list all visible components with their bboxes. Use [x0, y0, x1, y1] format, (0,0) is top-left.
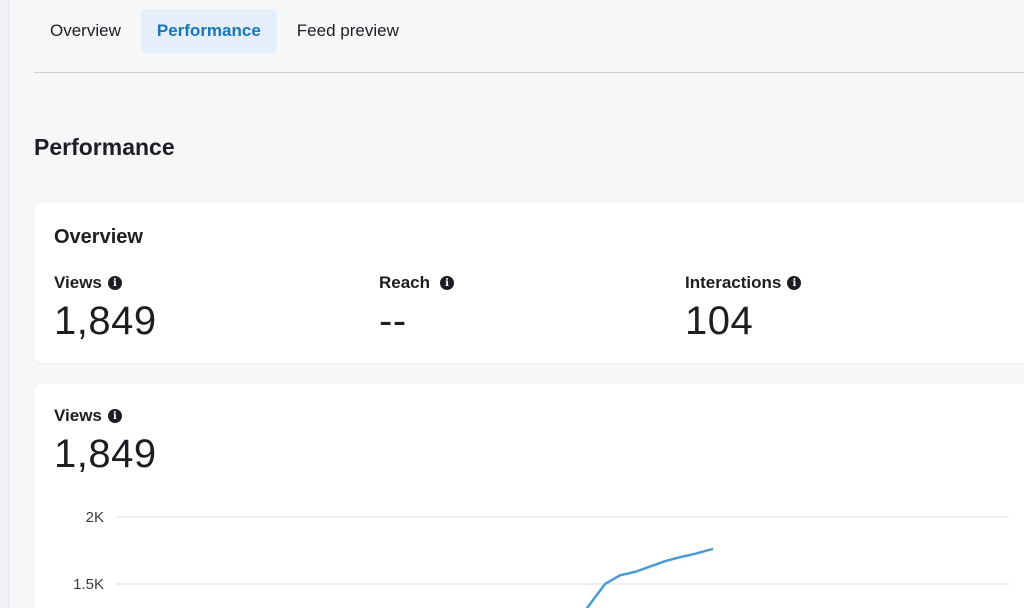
metric-label-text: Views: [54, 406, 102, 425]
chart-series: [585, 547, 714, 608]
tab-bar: Overview Performance Feed preview: [34, 9, 419, 53]
metric-views: Views i 1,849: [54, 271, 157, 344]
section-title: Performance: [34, 134, 175, 160]
overview-card: Overview Views i 1,849 Reach i -- Intera…: [34, 203, 1024, 363]
metric-label-text: Views: [54, 273, 102, 292]
metric-value: --: [379, 299, 407, 343]
overview-card-title: Overview: [54, 226, 143, 248]
info-icon[interactable]: i: [787, 276, 802, 290]
left-sidebar-edge: [0, 0, 9, 608]
metric-label: Reach i: [379, 271, 455, 295]
tab-performance[interactable]: Performance: [140, 9, 277, 53]
metric-value: 1,849: [54, 432, 157, 476]
metric-reach: Reach i --: [379, 271, 455, 344]
metric-interactions: Interactions i 104: [685, 271, 802, 344]
metric-value: 104: [685, 299, 754, 343]
y-tick-label: 1.5K: [73, 576, 104, 593]
info-icon[interactable]: i: [107, 409, 122, 423]
metric-value: 1,849: [54, 299, 157, 343]
metric-label-text: Interactions: [685, 273, 782, 292]
tab-overview[interactable]: Overview: [50, 21, 121, 40]
metric-label: Views i: [54, 271, 157, 295]
chart-y-ticks: 2K 1.5K: [73, 509, 104, 593]
y-tick-label: 2K: [86, 509, 104, 526]
metric-label-text: Reach: [379, 273, 431, 292]
chart-grid: [116, 516, 1009, 585]
tab-divider: [34, 72, 1024, 73]
views-series-line: [585, 547, 714, 608]
tab-feed-preview[interactable]: Feed preview: [296, 21, 399, 40]
metric-label: Views i: [54, 404, 157, 428]
info-icon[interactable]: i: [107, 276, 122, 290]
metric-label: Interactions i: [685, 271, 802, 295]
views-chart-card: Views i 1,849 2K 1.5K: [34, 384, 1024, 608]
views-line-chart: 2K 1.5K: [73, 509, 1009, 608]
views-summary: Views i 1,849: [54, 404, 157, 477]
main-content: Overview Performance Feed preview Perfor…: [34, 0, 1024, 608]
info-icon[interactable]: i: [440, 276, 455, 290]
